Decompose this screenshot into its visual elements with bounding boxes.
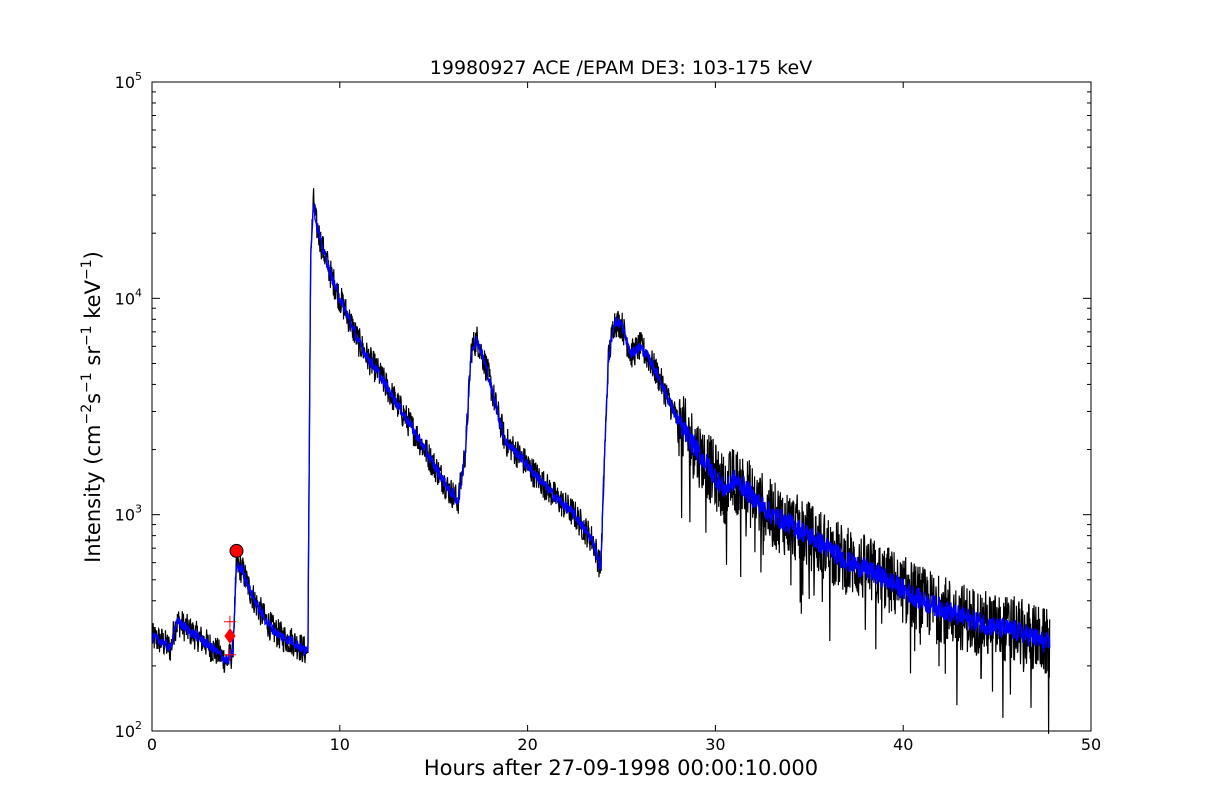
marker-plus	[223, 615, 236, 628]
x-tick-label: 20	[517, 735, 537, 754]
x-tick-label: 10	[330, 735, 350, 754]
marker-plus	[223, 648, 236, 661]
marker-layer	[223, 543, 244, 661]
chart-title: 19980927 ACE /EPAM DE3: 103-175 keV	[430, 57, 812, 79]
plot-frame	[151, 81, 1092, 732]
marker-circle	[229, 543, 244, 558]
series-layer	[151, 188, 1051, 734]
x-tick-label: 50	[1081, 735, 1101, 754]
x-tick-label: 30	[705, 735, 725, 754]
y-tick-label: 105	[115, 70, 142, 92]
x-axis-label: Hours after 27-09-1998 00:00:10.000	[424, 756, 818, 780]
marker-diamond	[224, 628, 236, 644]
y-tick-label: 103	[115, 503, 142, 525]
y-tick-label: 102	[115, 719, 142, 741]
y-axis-label: Intensity (cm−2s−1 sr−1 keV−1)	[79, 251, 105, 563]
x-tick-label: 0	[147, 735, 157, 754]
x-tick-label: 40	[893, 735, 913, 754]
series-line-smoothed	[151, 202, 1051, 665]
y-tick-label: 104	[115, 286, 142, 308]
ticks-layer: 0 10 20 30 40 50 102 103 104 105	[115, 70, 1102, 754]
